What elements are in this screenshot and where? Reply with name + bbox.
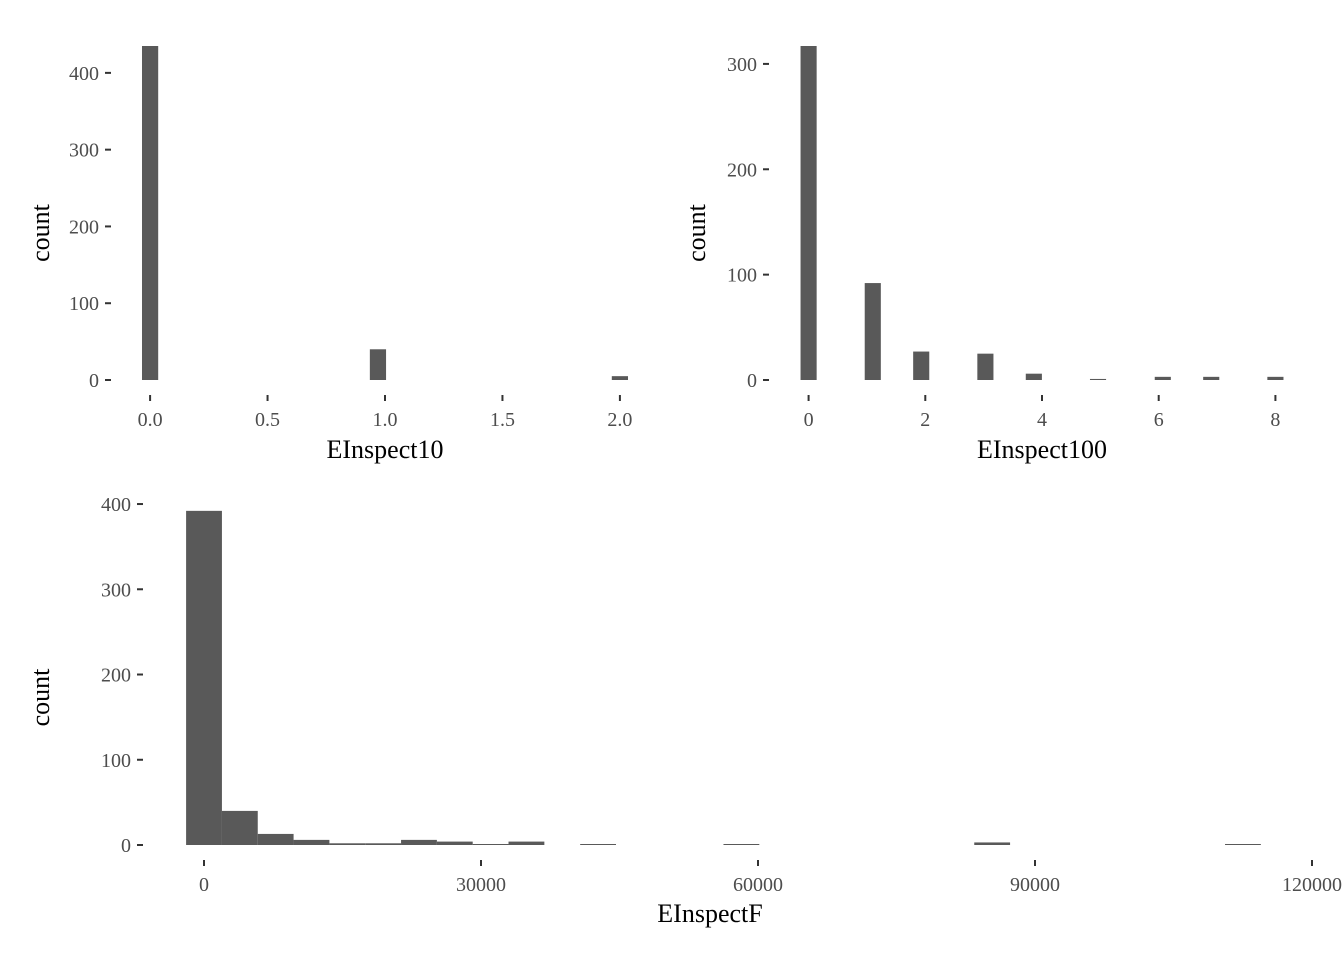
histogram-bar [611,376,629,380]
histogram-bar [913,351,930,380]
histogram-bar [293,839,330,845]
y-tick-label: 100 [101,750,131,772]
x-tick-label: 1.5 [490,409,515,431]
x-axis-title: EInspect10 [327,435,444,464]
x-tick-label: 1.0 [373,409,398,431]
histogram-bar [723,844,760,845]
x-tick-label: 0 [199,874,209,896]
x-tick-label: 0 [804,409,814,431]
y-tick-label: 200 [69,216,99,238]
x-tick-label: 0.5 [255,409,280,431]
histogram-bar [1025,373,1042,380]
histogram-bar [1267,376,1284,380]
histogram-bar [977,353,994,380]
histogram-bar [401,839,437,845]
y-tick-label: 400 [69,63,99,85]
histogram-bar [1154,376,1171,380]
y-axis-title: count [682,203,711,262]
x-tick-label: 6 [1154,409,1164,431]
x-tick-label: 8 [1270,409,1280,431]
y-tick-label: 0 [89,370,99,392]
x-tick-label: 60000 [733,874,783,896]
histogram-bar [141,46,159,380]
histogram-bar [800,46,817,380]
histogram-bar [221,810,258,845]
x-tick-label: 90000 [1010,874,1060,896]
histogram-bar [186,510,222,845]
y-tick-label: 0 [121,835,131,857]
y-axis-title: count [26,668,55,727]
y-tick-label: 300 [69,140,99,162]
histogram-bar [580,844,616,845]
y-tick-label: 300 [101,579,131,601]
x-tick-label: 2 [920,409,930,431]
x-tick-label: 120000 [1282,874,1342,896]
histogram-bar [257,833,294,845]
histogram-bar [365,843,402,845]
histogram-bar [436,841,473,845]
y-tick-label: 300 [727,54,757,76]
histogram-bar [1089,378,1107,380]
panel-einspect100: 0 100 200 300 0 2 4 6 8 EInspect100 count [682,46,1284,464]
histogram-bar [472,844,509,845]
histogram-bar [1203,376,1220,380]
x-tick-label: 0.0 [138,409,163,431]
x-axis-title: EInspect100 [977,435,1107,464]
y-axis-title: count [26,203,55,262]
x-tick-label: 4 [1037,409,1047,431]
panel-einspect10: 0 100 200 300 400 0.0 0.5 1.0 1.5 2.0 EInspect10 co… [26,46,632,464]
histogram-bar [329,843,366,845]
y-tick-label: 200 [101,665,131,687]
histogram-bar [974,842,1011,845]
y-tick-label: 200 [727,159,757,181]
y-tick-label: 0 [747,370,757,392]
x-axis-title: EInspectF [657,899,762,928]
histogram-bar [1225,844,1261,845]
histogram-bar [864,283,881,380]
panel-einspectf: 0 100 200 300 400 0 30000 60000 90000 120000 EInsp… [26,494,1342,928]
y-tick-label: 100 [69,293,99,315]
histogram-bar [508,841,545,845]
x-tick-label: 30000 [456,874,506,896]
y-tick-label: 100 [727,265,757,287]
histogram-bar [369,349,387,380]
x-tick-label: 2.0 [607,409,632,431]
y-tick-label: 400 [101,494,131,516]
